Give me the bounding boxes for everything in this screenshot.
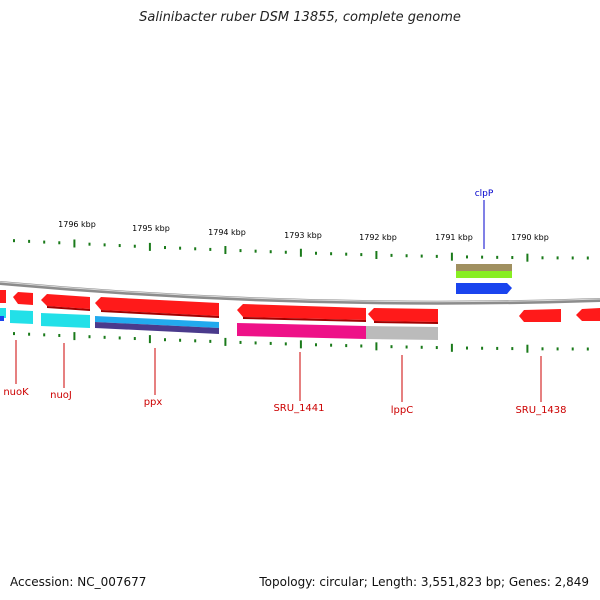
gene-arrow <box>237 304 366 320</box>
genome-title: Salinibacter ruber DSM 13855, complete g… <box>139 10 461 25</box>
kbp-label: 1791 kbp <box>435 233 473 242</box>
gene-label-lppC: lppC <box>391 405 413 416</box>
kbp-label: 1792 kbp <box>359 233 397 242</box>
kbp-label: 1795 kbp <box>132 224 170 233</box>
accession-text: Accession: NC_007677 <box>10 575 147 589</box>
gene-arrow <box>0 290 6 303</box>
gene-arrow <box>95 297 219 316</box>
gene-arrow <box>576 308 600 321</box>
kbp-label: 1796 kbp <box>58 220 96 229</box>
gray-bar <box>366 326 438 340</box>
clpP-blue-arrow <box>456 283 512 294</box>
topology-text: Topology: circular; Length: 3,551,823 bp… <box>259 575 589 589</box>
clpP-label: clpP <box>475 189 494 199</box>
blue-bar <box>95 316 219 328</box>
kbp-label: 1794 kbp <box>208 228 246 237</box>
gene-label-ppx: ppx <box>144 397 163 408</box>
genome-backbone <box>0 281 600 305</box>
gene-label-nuoK: nuoK <box>3 387 29 398</box>
magenta-bar <box>237 323 366 339</box>
kbp-label: 1793 kbp <box>284 231 322 240</box>
gene-label-SRU_1441: SRU_1441 <box>273 403 324 414</box>
gene-arrow <box>519 309 561 322</box>
clpP-olive-bar <box>456 264 512 272</box>
gene-label-SRU_1438: SRU_1438 <box>515 405 566 416</box>
cyan-bar <box>0 308 6 318</box>
gene-arrow <box>368 308 438 322</box>
blue-bar <box>0 316 4 321</box>
clpP-lime-bar <box>456 271 512 278</box>
navy-bar <box>95 322 219 334</box>
cyan-bar <box>10 310 33 324</box>
cyan-bar <box>41 313 90 328</box>
gene-arrow <box>41 294 90 309</box>
ruler-ticks-bottom <box>13 332 589 353</box>
ruler-ticks-top <box>13 239 589 262</box>
gene-label-nuoJ: nuoJ <box>50 390 72 401</box>
gene-arrow <box>13 292 33 305</box>
kbp-label: 1790 kbp <box>511 233 549 242</box>
